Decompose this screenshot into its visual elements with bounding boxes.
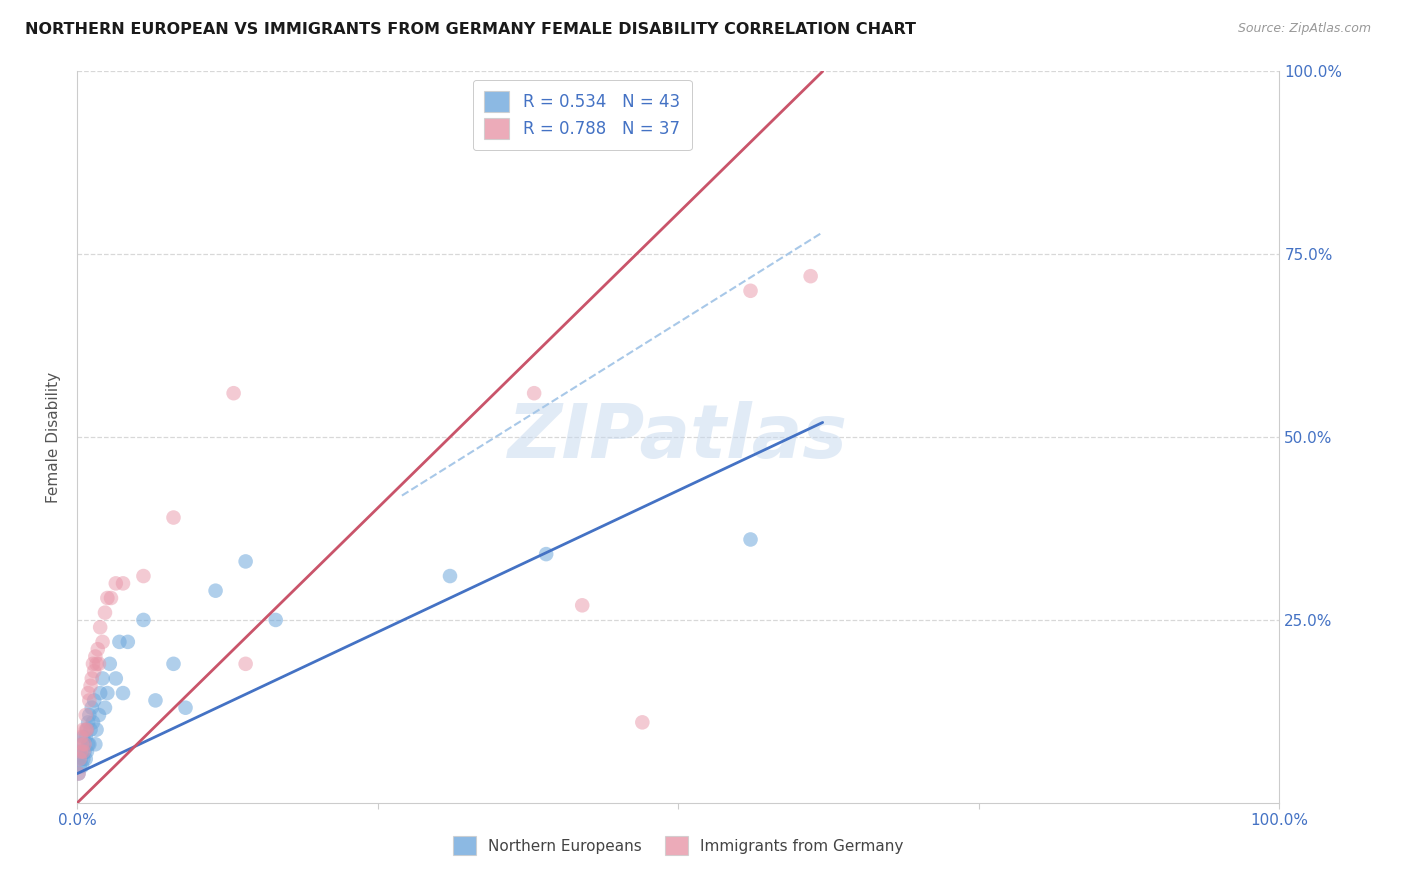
Point [740, 533, 762, 547]
Point [132, 569, 155, 583]
Point [79, 693, 101, 707]
Point [80, 672, 103, 686]
Point [162, 510, 184, 524]
Point [86, 723, 108, 737]
Point [73, 745, 96, 759]
Point [86, 657, 108, 671]
Point [84, 649, 107, 664]
Point [104, 576, 127, 591]
Point [70, 737, 93, 751]
Point [111, 686, 134, 700]
Point [100, 591, 122, 605]
Point [91, 672, 114, 686]
Y-axis label: Female Disability: Female Disability [46, 371, 62, 503]
Point [82, 657, 104, 671]
Point [98, 657, 121, 671]
Point [77, 737, 100, 751]
Point [94, 700, 117, 714]
Point [79, 737, 101, 751]
Point [145, 693, 167, 707]
Point [70, 752, 93, 766]
Point [84, 737, 107, 751]
Point [75, 730, 97, 744]
Point [264, 613, 287, 627]
Point [204, 583, 226, 598]
Legend: Northern Europeans, Immigrants from Germany: Northern Europeans, Immigrants from Germ… [447, 830, 910, 861]
Point [87, 657, 110, 671]
Point [96, 686, 118, 700]
Point [523, 386, 546, 401]
Point [83, 693, 105, 707]
Point [439, 569, 461, 583]
Point [72, 723, 94, 737]
Point [91, 635, 114, 649]
Point [70, 759, 93, 773]
Point [631, 715, 654, 730]
Point [72, 730, 94, 744]
Point [79, 679, 101, 693]
Point [174, 700, 197, 714]
Point [76, 723, 98, 737]
Text: Source: ZipAtlas.com: Source: ZipAtlas.com [1237, 22, 1371, 36]
Point [222, 386, 245, 401]
Point [571, 599, 593, 613]
Point [69, 759, 91, 773]
Point [89, 686, 111, 700]
Point [77, 686, 100, 700]
Point [108, 635, 131, 649]
Point [67, 766, 90, 780]
Point [70, 730, 93, 744]
Point [740, 284, 762, 298]
Point [75, 708, 97, 723]
Point [104, 672, 127, 686]
Point [67, 766, 90, 780]
Point [69, 752, 91, 766]
Point [132, 613, 155, 627]
Point [534, 547, 557, 561]
Point [76, 745, 98, 759]
Point [96, 591, 118, 605]
Point [75, 723, 97, 737]
Point [80, 700, 103, 714]
Text: NORTHERN EUROPEAN VS IMMIGRANTS FROM GERMANY FEMALE DISABILITY CORRELATION CHART: NORTHERN EUROPEAN VS IMMIGRANTS FROM GER… [25, 22, 917, 37]
Point [82, 715, 104, 730]
Point [70, 737, 93, 751]
Point [70, 745, 93, 759]
Point [69, 745, 91, 759]
Point [79, 723, 101, 737]
Point [77, 715, 100, 730]
Point [111, 576, 134, 591]
Point [72, 745, 94, 759]
Point [235, 657, 257, 671]
Point [72, 752, 94, 766]
Point [235, 554, 257, 568]
Point [800, 269, 823, 284]
Point [94, 606, 117, 620]
Point [83, 664, 105, 678]
Point [87, 642, 110, 657]
Point [87, 708, 110, 723]
Point [76, 723, 98, 737]
Point [117, 635, 139, 649]
Point [73, 737, 96, 751]
Point [162, 657, 184, 671]
Text: ZIPatlas: ZIPatlas [509, 401, 848, 474]
Point [89, 620, 111, 634]
Point [79, 708, 101, 723]
Point [75, 752, 97, 766]
